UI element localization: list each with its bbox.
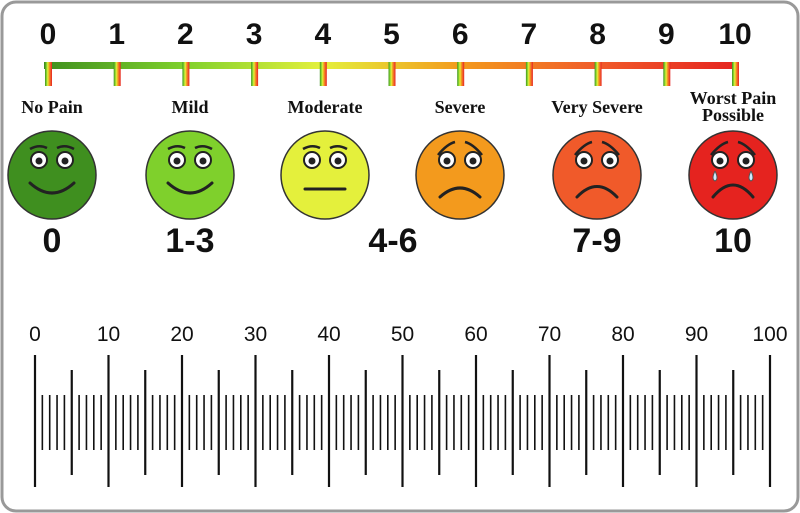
tear [748,170,754,182]
mouth [28,181,76,195]
eyebrow [302,145,321,151]
mouth [438,186,482,199]
pupil [173,157,181,165]
level-label: Mild [171,97,209,117]
pupil [742,157,750,165]
eyebrow [710,140,729,156]
scale-number: 1 [108,18,126,51]
scale-tick [319,62,327,86]
ruler-label: 40 [317,323,341,346]
scale-number: 9 [657,18,675,51]
scale-tick [113,62,121,86]
pupil [61,157,69,165]
eyebrow [29,145,48,151]
tear [712,170,718,182]
scale-number: 5 [383,18,400,51]
pupil [443,157,451,165]
eyebrow [167,145,186,151]
face [145,130,235,220]
scale-number: 0 [39,18,57,51]
scale-number: 2 [177,18,194,51]
scale-tick [457,62,465,86]
face [7,130,97,220]
ruler-label: 0 [29,323,41,346]
eyebrow [437,140,456,156]
ruler-label: 80 [611,323,635,346]
range-label: 4-6 [368,222,418,260]
ruler-label: 20 [170,323,194,346]
scale-number: 3 [245,18,263,51]
ruler-label: 30 [243,323,268,346]
eyebrow [56,145,75,151]
ruler-label: 100 [752,323,788,346]
pupil [469,157,477,165]
face-circle [552,130,642,220]
scale-tick [251,62,259,86]
ruler-label: 90 [684,323,709,346]
range-label: 10 [714,222,752,260]
scale-number: 6 [451,18,469,51]
range-label: 7-9 [572,222,622,260]
mouth [575,185,619,199]
face-circle [7,130,97,220]
scale-number: 4 [314,18,332,51]
scale-tick [732,62,739,86]
range-label: 1-3 [165,222,215,260]
ruler-label: 70 [537,323,562,346]
eyebrow [194,145,213,151]
scale-number: 8 [589,18,606,51]
scale-tick [594,62,602,86]
pupil [308,157,316,165]
face [415,130,505,220]
face-circle [280,130,370,220]
level-label: No Pain [21,97,83,117]
mouth [711,183,755,199]
face-circle [415,130,505,220]
pupil [35,157,43,165]
eyebrow [464,140,483,156]
scale-tick [663,62,671,86]
scale-number: 7 [520,18,538,51]
scale-number: 10 [718,18,752,51]
level-label: Worst Pain Possible [689,88,777,125]
face [552,130,642,220]
ruler-label: 50 [390,323,415,346]
scale-tick [45,62,52,86]
ruler-label: 10 [96,323,121,346]
eyebrow [329,145,348,151]
eyebrow [574,140,593,156]
pupil [580,157,588,165]
level-label: Moderate [287,97,363,117]
eyebrow [601,140,620,156]
face-circle [145,130,235,220]
ruler-label: 60 [464,323,488,346]
face-circle [688,130,778,220]
level-label: Severe [434,97,486,117]
range-label: 0 [42,222,62,260]
face [688,130,778,220]
scale-tick [182,62,190,86]
scale-tick [525,62,533,86]
scale-tick [388,62,396,86]
pupil [606,157,614,165]
pupil [199,157,207,165]
eyebrow [737,140,756,156]
pupil [716,157,724,165]
face [280,130,370,220]
pupil [334,157,342,165]
level-label: Very Severe [551,97,643,117]
mouth [166,181,214,195]
